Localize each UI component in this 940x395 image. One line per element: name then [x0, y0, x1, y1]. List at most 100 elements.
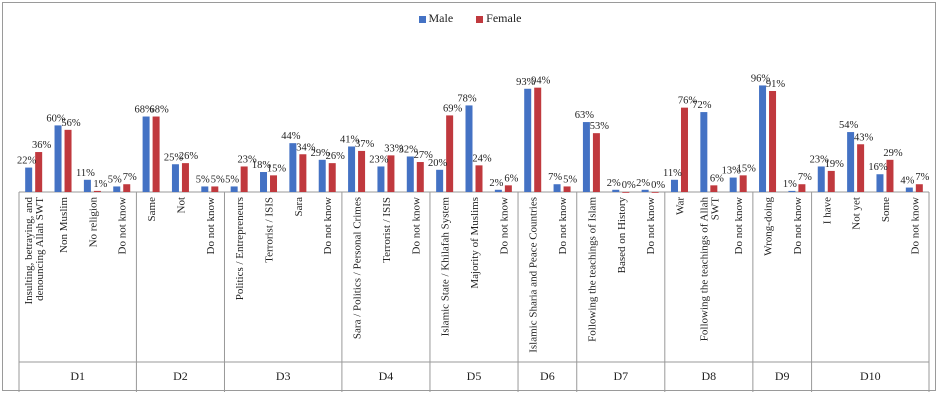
bar-male: [171, 164, 179, 192]
data-label-male: 60%: [46, 113, 66, 124]
bar-male: [494, 189, 502, 192]
legend-item-male: Male: [418, 11, 453, 26]
data-label-female: 1%: [93, 179, 107, 190]
bar-male: [230, 186, 238, 192]
bar-male: [465, 105, 473, 192]
bar-male: [847, 132, 855, 192]
bar-male: [318, 159, 326, 192]
data-label-male: 93%: [516, 77, 536, 88]
bar-female: [181, 163, 189, 192]
group-label: D3: [276, 369, 291, 383]
data-label-male: 32%: [399, 144, 419, 155]
bar-female: [857, 144, 865, 192]
bar-male: [377, 166, 385, 192]
bar-female: [446, 115, 454, 192]
data-label-female: 23%: [238, 154, 258, 165]
bar-male: [25, 167, 33, 192]
bar-female: [915, 184, 923, 192]
bar-female: [534, 87, 542, 192]
data-label-female: 6%: [504, 173, 518, 184]
data-label-female: 29%: [883, 148, 903, 159]
data-label-female: 15%: [267, 163, 287, 174]
category-label: Terrorist / ISIS: [264, 197, 276, 263]
bar-male: [670, 179, 678, 192]
data-label-male: 2%: [607, 178, 621, 189]
data-label-female: 6%: [710, 173, 724, 184]
bar-male: [700, 112, 708, 192]
category-label: Sara: [293, 197, 305, 217]
data-label-female: 5%: [211, 174, 225, 185]
bar-male: [553, 184, 561, 192]
data-label-male: 72%: [692, 100, 712, 111]
bar-female: [270, 175, 278, 192]
bar-male: [788, 190, 796, 192]
bar-male: [817, 166, 825, 192]
group-label: D4: [379, 369, 394, 383]
data-label-female: 7%: [798, 172, 812, 183]
bar-female: [680, 107, 688, 192]
bar-male: [641, 189, 649, 192]
category-label: Some: [880, 197, 892, 222]
data-label-male: 23%: [369, 154, 389, 165]
data-label-male: 13%: [722, 166, 742, 177]
bar-male: [406, 156, 414, 192]
category-label: Based on History: [616, 197, 628, 274]
bar-female: [504, 185, 512, 192]
legend-item-female: Female: [476, 11, 521, 26]
bar-female: [240, 166, 248, 192]
data-label-female: 53%: [590, 121, 610, 132]
category-label: Do not know: [322, 197, 334, 255]
category-label: Do not know: [733, 197, 745, 255]
data-label-male: 5%: [108, 174, 122, 185]
data-label-female: 26%: [326, 151, 346, 162]
data-label-female: 76%: [678, 96, 698, 107]
data-label-male: 29%: [311, 148, 331, 159]
chart-frame: [2, 2, 936, 391]
group-label: D2: [173, 369, 188, 383]
data-label-female: 69%: [443, 103, 463, 114]
bar-female: [328, 163, 336, 192]
data-label-female: 43%: [854, 132, 874, 143]
group-label: D5: [467, 369, 482, 383]
bar-female: [886, 159, 894, 192]
data-label-male: 96%: [751, 73, 771, 84]
category-label: No religion: [87, 197, 99, 248]
category-label: Do not know: [557, 197, 569, 255]
data-label-male: 63%: [575, 110, 595, 121]
data-label-male: 41%: [340, 134, 360, 145]
bar-female: [622, 192, 630, 193]
bar-male: [876, 174, 884, 192]
data-label-female: 7%: [915, 172, 929, 183]
bar-female: [592, 133, 600, 192]
bar-female: [651, 192, 659, 193]
group-label: D10: [860, 369, 881, 383]
data-label-female: 36%: [32, 140, 52, 151]
data-label-female: 33%: [384, 143, 404, 154]
bar-male: [612, 189, 620, 192]
data-label-female: 5%: [563, 174, 577, 185]
bar-female: [710, 185, 718, 192]
data-label-male: 44%: [281, 131, 301, 142]
data-label-male: 25%: [164, 152, 184, 163]
data-label-male: 68%: [134, 105, 154, 116]
bar-male: [260, 172, 268, 192]
bar-female: [563, 186, 571, 192]
data-label-female: 34%: [296, 142, 316, 153]
bar-female: [475, 165, 483, 192]
data-label-female: 56%: [61, 118, 81, 129]
legend-swatch-male: [418, 15, 426, 23]
category-label: Do not know: [498, 197, 510, 255]
data-label-female: 0%: [622, 180, 636, 191]
bar-female: [798, 184, 806, 192]
category-label: Wrong-doing: [763, 197, 775, 256]
category-label: Not: [175, 197, 187, 214]
data-label-female: 19%: [825, 159, 845, 170]
bar-male: [759, 85, 767, 192]
data-label-male: 1%: [783, 179, 797, 190]
category-label: Sara / Politics / Personal Crimes: [352, 197, 364, 339]
legend-label-female: Female: [486, 11, 522, 25]
group-label: D1: [70, 369, 85, 383]
bar-female: [387, 155, 395, 192]
bar-female: [35, 152, 43, 192]
data-label-male: 20%: [428, 158, 448, 169]
